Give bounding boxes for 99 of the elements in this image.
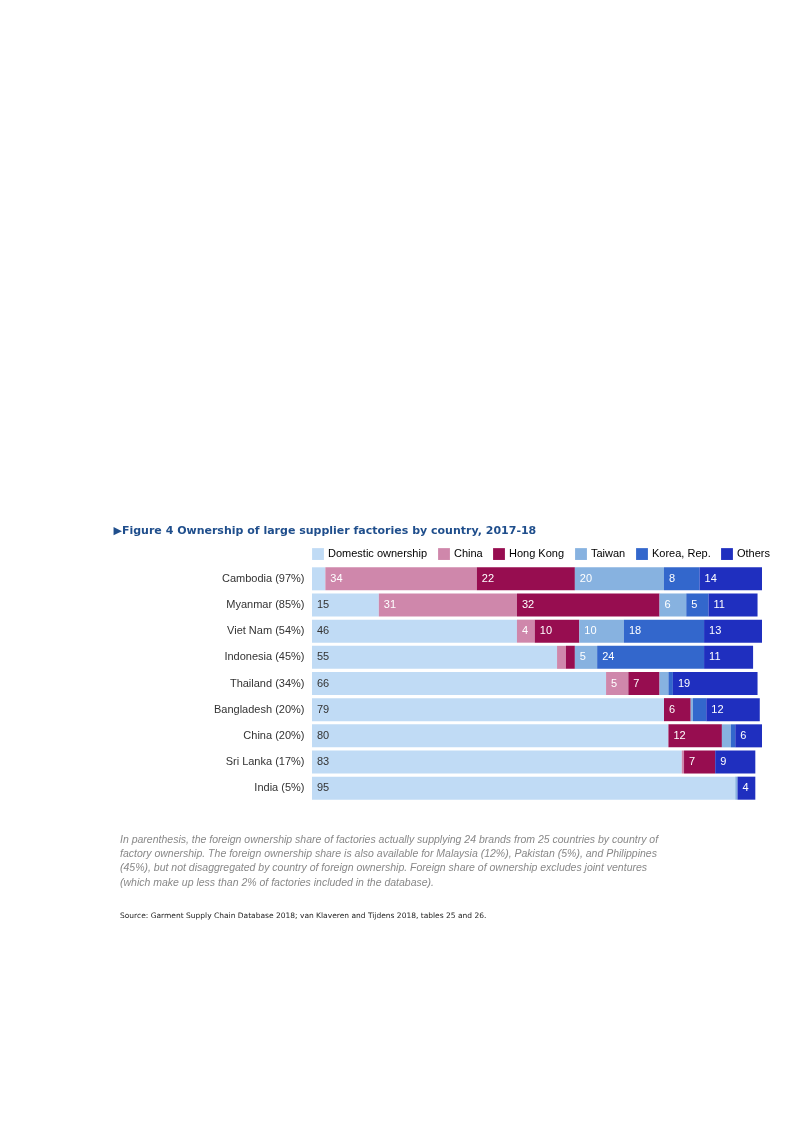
data-label: 6 — [664, 597, 671, 610]
bar — [312, 750, 682, 774]
data-label: 7 — [689, 755, 696, 768]
bar — [516, 593, 660, 617]
data-label: 8 — [668, 571, 676, 584]
data-label: 31 — [383, 597, 397, 610]
bar — [690, 698, 693, 722]
data-label: 10 — [539, 624, 553, 637]
text: In parenthesis, the foreign ownership share of factories actually supplying 24 brands from 25 countries by country of factory ownership. The foreign ownership share is also available for Malaysia (12%), Pakistan (5%), and Philippines (45%), but not disaggregated by country of foreign ownership. Foreign share of ownership excludes joint ventures (which make up less than 2% of factories included in the database). — [120, 832, 660, 889]
data-label: 4 — [742, 781, 749, 794]
data-label: 12 — [673, 728, 686, 741]
data-label: 79 — [317, 702, 330, 715]
data-label: 80 — [317, 728, 330, 741]
bar — [606, 671, 629, 696]
legend-label: Taiwan — [591, 547, 626, 560]
bar — [721, 724, 731, 748]
bar — [663, 567, 700, 591]
data-label: 10 — [584, 624, 597, 637]
bar — [579, 619, 624, 643]
data-label: 15 — [317, 597, 330, 610]
bar — [565, 645, 575, 669]
data-label: 9 — [720, 755, 727, 768]
data-label: 83 — [317, 755, 330, 768]
data-label: 66 — [317, 676, 330, 689]
y-tick-label: India (5%) — [254, 781, 305, 794]
y-tick-label: Cambodia (97%) — [221, 571, 305, 584]
bar — [659, 671, 669, 696]
data-label: 34 — [330, 571, 343, 584]
data-label: 4 — [521, 624, 529, 637]
y-tick-label: Sri Lanka (17%) — [225, 755, 305, 768]
data-label: 5 — [611, 676, 618, 689]
bar — [574, 567, 664, 591]
data-label: 46 — [317, 624, 330, 637]
bar — [312, 619, 517, 643]
chart-title: ▶Figure 4 Ownership of large supplier factories by country, 2017-18 — [113, 524, 537, 537]
y-tick-label: Thailand (34%) — [229, 676, 305, 689]
bar — [628, 671, 660, 696]
y-tick-label: Bangladesh (20%) — [213, 702, 305, 715]
data-label: 32 — [521, 597, 535, 610]
y-tick-label: Myanmar (85%) — [226, 597, 305, 610]
data-label: 19 — [677, 676, 691, 689]
legend-label: Korea, Rep. — [652, 547, 711, 560]
legend-label: Hong Kong — [509, 547, 565, 560]
bar — [312, 698, 664, 722]
bar — [574, 645, 598, 669]
bar — [668, 671, 673, 696]
bar — [684, 750, 716, 774]
bar — [706, 698, 760, 722]
data-label: 55 — [317, 650, 330, 663]
data-label: 7 — [633, 676, 640, 689]
data-label: 24 — [602, 650, 615, 663]
bar — [672, 671, 758, 696]
bar — [312, 724, 669, 748]
data-label: 5 — [579, 650, 586, 663]
y-tick-label: Viet Nam (54%) — [227, 624, 305, 637]
bar — [378, 593, 517, 617]
legend-label: Others — [737, 547, 771, 560]
bar — [692, 698, 707, 722]
bar — [312, 671, 607, 696]
bar — [681, 750, 685, 774]
bar — [312, 567, 326, 591]
bar — [325, 567, 477, 591]
bar — [597, 645, 705, 669]
data-label: 6 — [740, 728, 747, 741]
data-label: 6 — [668, 702, 676, 715]
legend-label: China — [454, 547, 484, 560]
bar — [704, 645, 754, 669]
data-label: 13 — [709, 624, 722, 637]
bar — [704, 619, 762, 643]
bar — [312, 593, 379, 617]
bar — [623, 619, 705, 643]
data-label: 14 — [704, 571, 717, 584]
bar — [534, 619, 580, 643]
bar — [312, 645, 558, 669]
bar — [737, 776, 756, 800]
data-label: 11 — [713, 597, 725, 610]
data-label: 12 — [711, 702, 724, 715]
data-label: 18 — [628, 624, 642, 637]
bar — [715, 750, 756, 774]
bar — [659, 593, 687, 617]
data-label: 95 — [317, 781, 330, 794]
bar — [663, 698, 691, 722]
bar — [557, 645, 566, 669]
legend-label: Domestic ownership — [328, 547, 428, 560]
bar — [686, 593, 709, 617]
bar — [735, 724, 762, 748]
bar — [708, 593, 758, 617]
bar — [476, 567, 575, 591]
bar — [699, 567, 762, 591]
data-label: 5 — [691, 597, 698, 610]
bar — [516, 619, 535, 643]
data-label: 20 — [579, 571, 593, 584]
bar — [312, 776, 736, 800]
data-label: 22 — [481, 571, 495, 584]
y-tick-label: China (20%) — [243, 728, 305, 741]
data-label: 11 — [709, 650, 721, 663]
bar — [735, 776, 738, 800]
y-tick-label: Indonesia (45%) — [224, 650, 305, 663]
bar — [668, 724, 722, 748]
